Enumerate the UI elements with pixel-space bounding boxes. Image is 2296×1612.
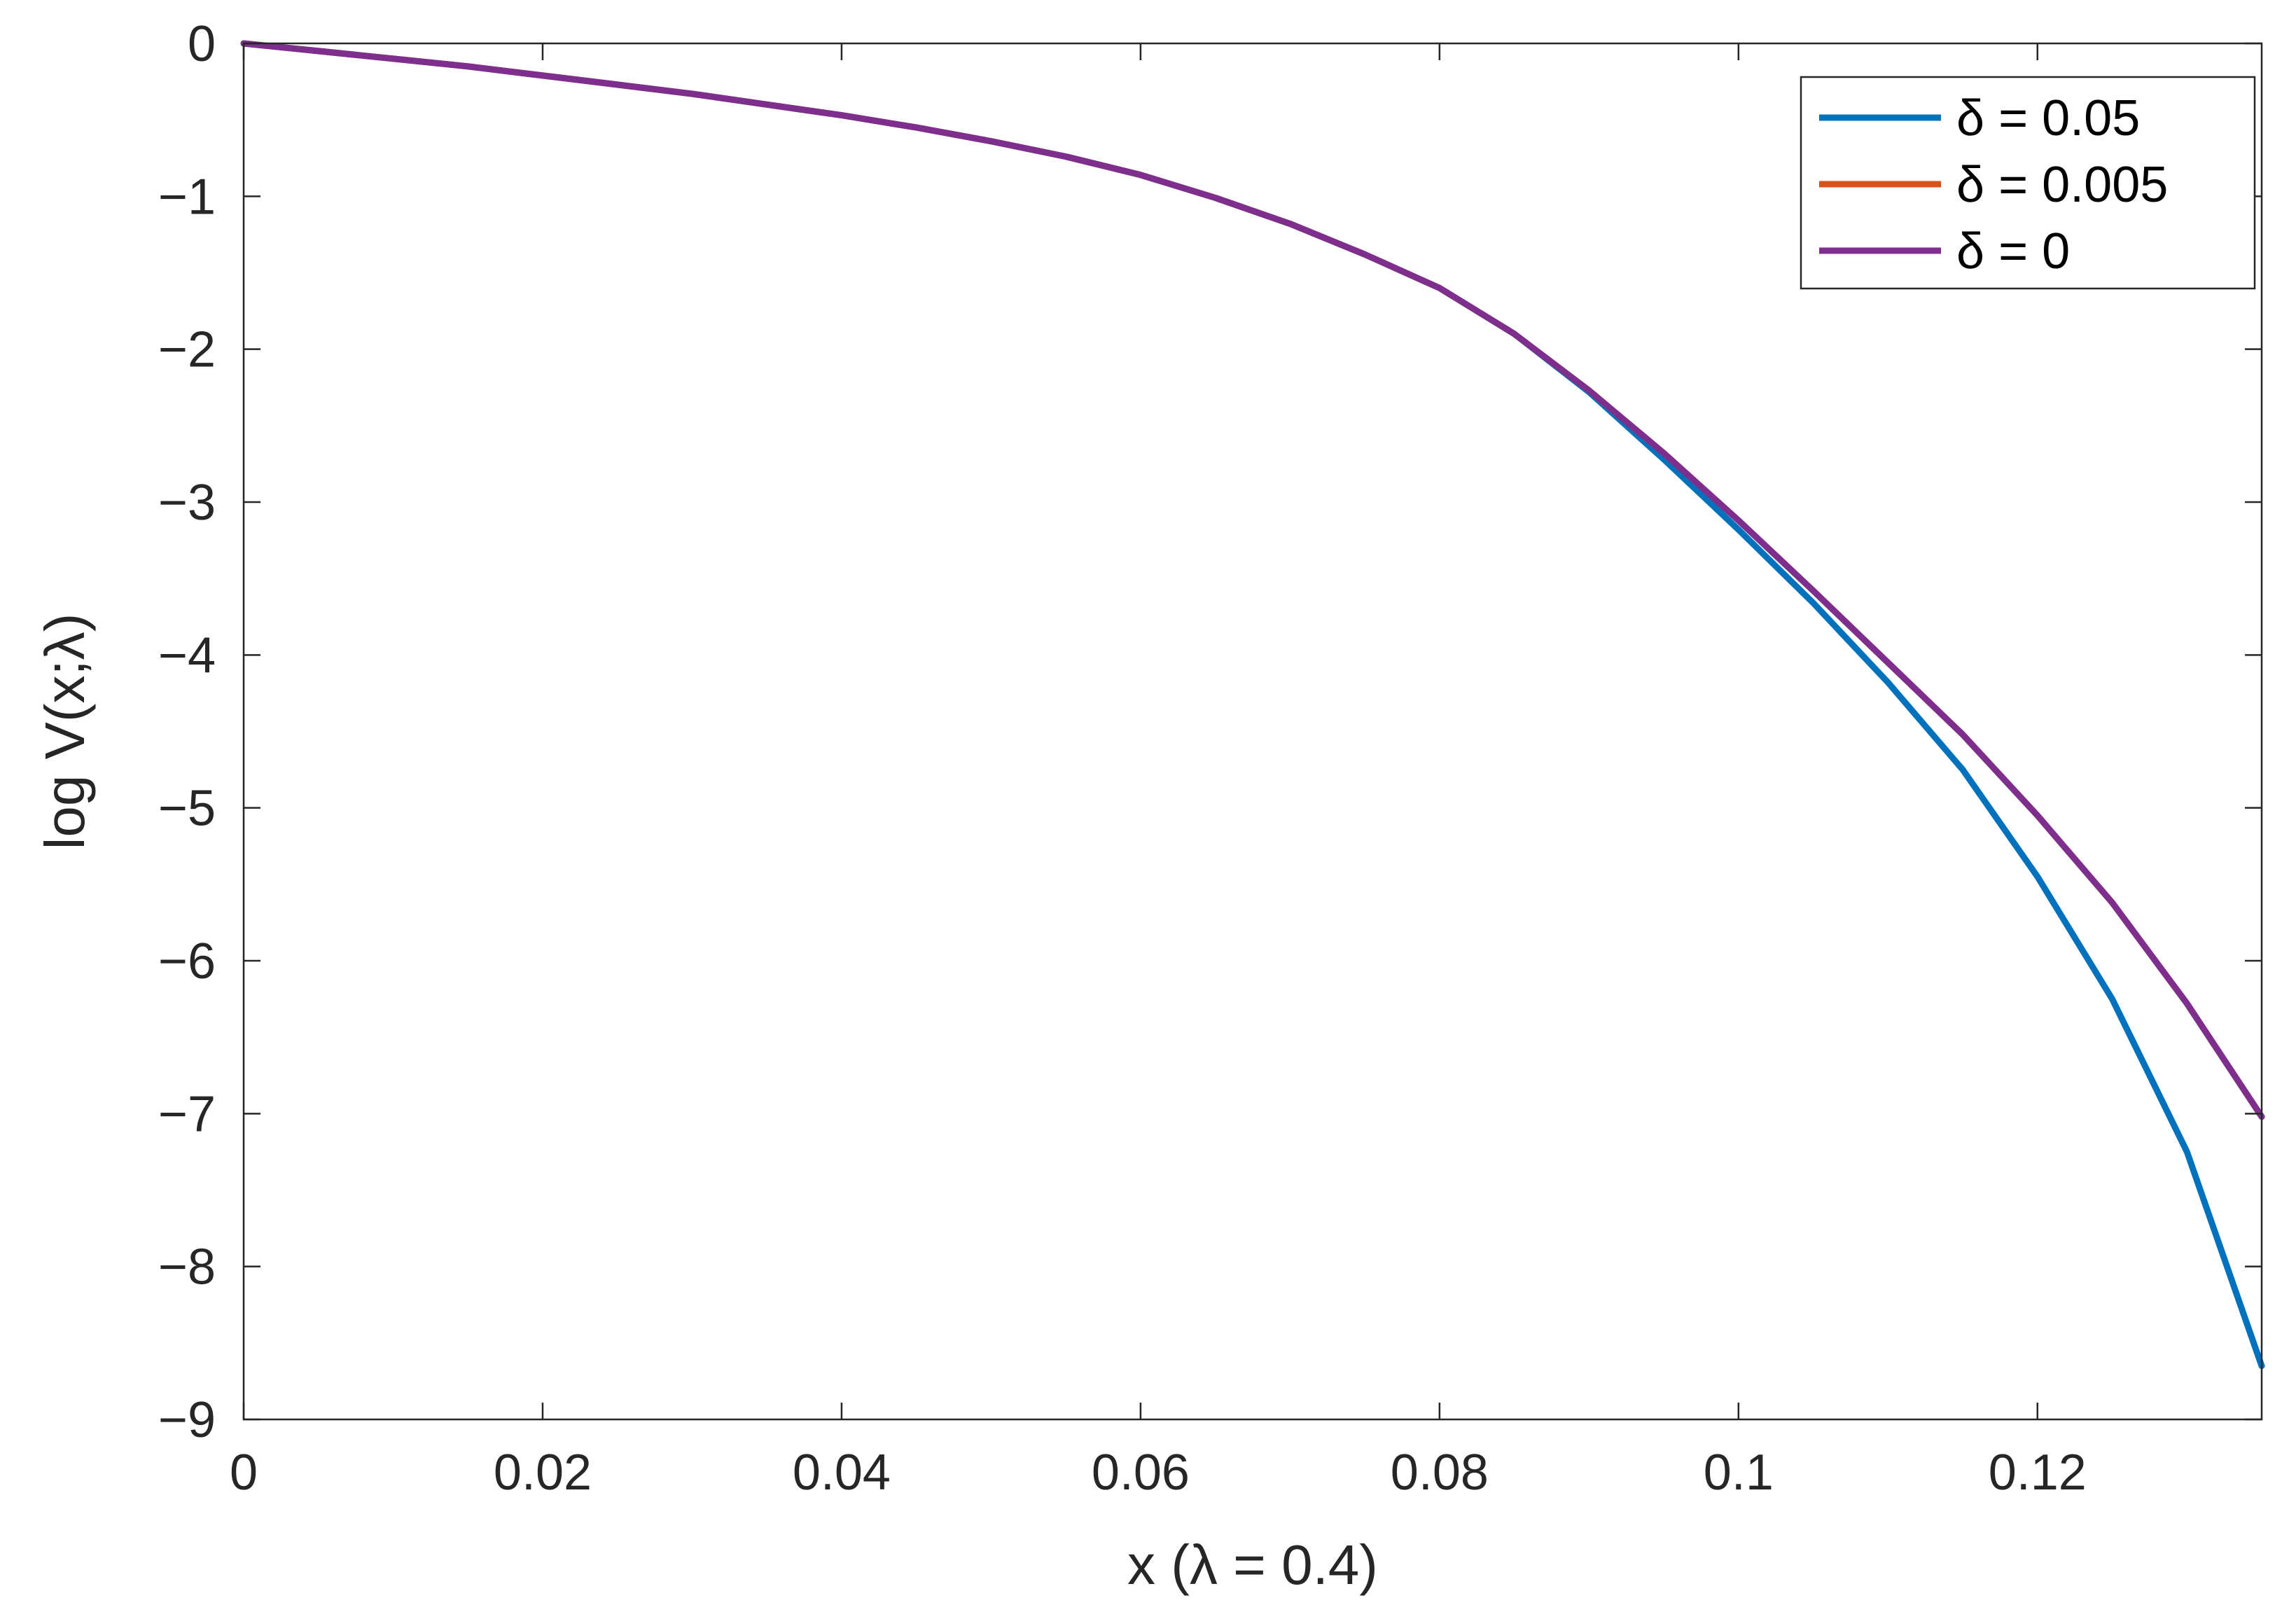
tick-labels-layer: 0 0.02 0.04 0.06 0.08 0.1 0.12 0 −1 −2 −3 −4 −5 −6 −7 −… <box>158 16 2087 1501</box>
series-layer <box>240 40 2265 1370</box>
y-axis-label: log V(x;λ) <box>34 613 96 850</box>
y-tick-label: −9 <box>158 1392 216 1448</box>
y-tick-label: −3 <box>158 475 216 531</box>
x-tick-label: 0.08 <box>1391 1445 1489 1501</box>
x-tick-label: 0.1 <box>1704 1445 1774 1501</box>
series-line-3 <box>240 40 2265 1120</box>
x-tick-label: 0.04 <box>793 1445 891 1501</box>
plot-frame <box>242 42 2263 1421</box>
y-tick-label: −8 <box>158 1239 216 1295</box>
y-tick-label: −7 <box>158 1086 216 1142</box>
legend-items: δ = 0.05 δ = 0.005 δ = 0 <box>1819 90 2168 279</box>
y-tick-label: 0 <box>188 16 216 72</box>
x-tick-label: 0.12 <box>1989 1445 2087 1501</box>
y-tick-label: −4 <box>158 627 216 683</box>
legend-label-3: δ = 0 <box>1956 223 2070 279</box>
y-tick-label: −2 <box>158 322 216 378</box>
x-tick-label: 0.06 <box>1092 1445 1190 1501</box>
x-axis-label: x (λ = 0.4) <box>1127 1534 1378 1596</box>
ticks-layer <box>242 42 2262 1421</box>
y-tick-label: −5 <box>158 781 216 837</box>
y-tick-label: −6 <box>158 933 216 989</box>
legend-label-2: δ = 0.005 <box>1956 157 2168 213</box>
y-tick-label: −1 <box>158 169 216 225</box>
x-tick-label: 0.02 <box>494 1445 592 1501</box>
legend: δ = 0.05 δ = 0.005 δ = 0 <box>1800 76 2256 290</box>
x-tick-label: 0 <box>230 1445 258 1501</box>
legend-label-1: δ = 0.05 <box>1956 90 2140 146</box>
